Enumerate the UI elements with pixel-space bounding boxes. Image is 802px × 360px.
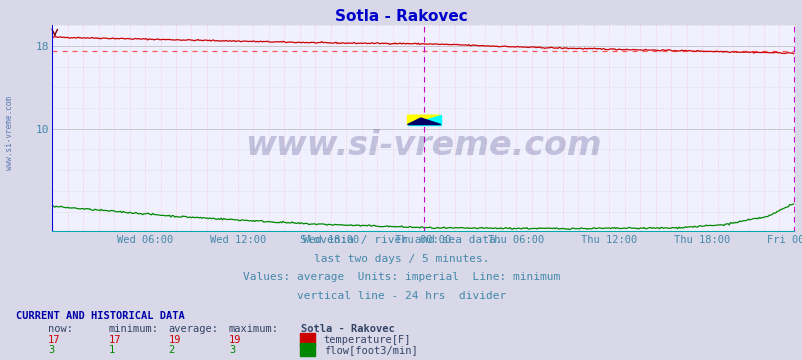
- Text: 17: 17: [108, 335, 121, 345]
- Text: www.si-vreme.com: www.si-vreme.com: [245, 129, 602, 162]
- Text: Sotla - Rakovec: Sotla - Rakovec: [301, 324, 395, 334]
- Text: temperature[F]: temperature[F]: [323, 335, 411, 345]
- Polygon shape: [407, 118, 440, 125]
- Text: minimum:: minimum:: [108, 324, 158, 334]
- Text: 17: 17: [48, 335, 61, 345]
- Text: CURRENT AND HISTORICAL DATA: CURRENT AND HISTORICAL DATA: [16, 311, 184, 321]
- Text: Sotla - Rakovec: Sotla - Rakovec: [334, 9, 468, 24]
- Polygon shape: [407, 115, 440, 125]
- Text: Slovenia / river and sea data.: Slovenia / river and sea data.: [300, 235, 502, 245]
- Text: Values: average  Units: imperial  Line: minimum: Values: average Units: imperial Line: mi…: [242, 273, 560, 283]
- Text: flow[foot3/min]: flow[foot3/min]: [323, 345, 417, 355]
- Text: 3: 3: [48, 345, 55, 355]
- Text: maximum:: maximum:: [229, 324, 278, 334]
- Text: 2: 2: [168, 345, 175, 355]
- Text: now:: now:: [48, 324, 73, 334]
- Text: www.si-vreme.com: www.si-vreme.com: [5, 96, 14, 170]
- Text: 19: 19: [168, 335, 181, 345]
- Text: 1: 1: [108, 345, 115, 355]
- Text: 3: 3: [229, 345, 235, 355]
- Text: last two days / 5 minutes.: last two days / 5 minutes.: [314, 254, 488, 264]
- Text: vertical line - 24 hrs  divider: vertical line - 24 hrs divider: [297, 291, 505, 301]
- Polygon shape: [407, 115, 440, 125]
- Text: 19: 19: [229, 335, 241, 345]
- Text: average:: average:: [168, 324, 218, 334]
